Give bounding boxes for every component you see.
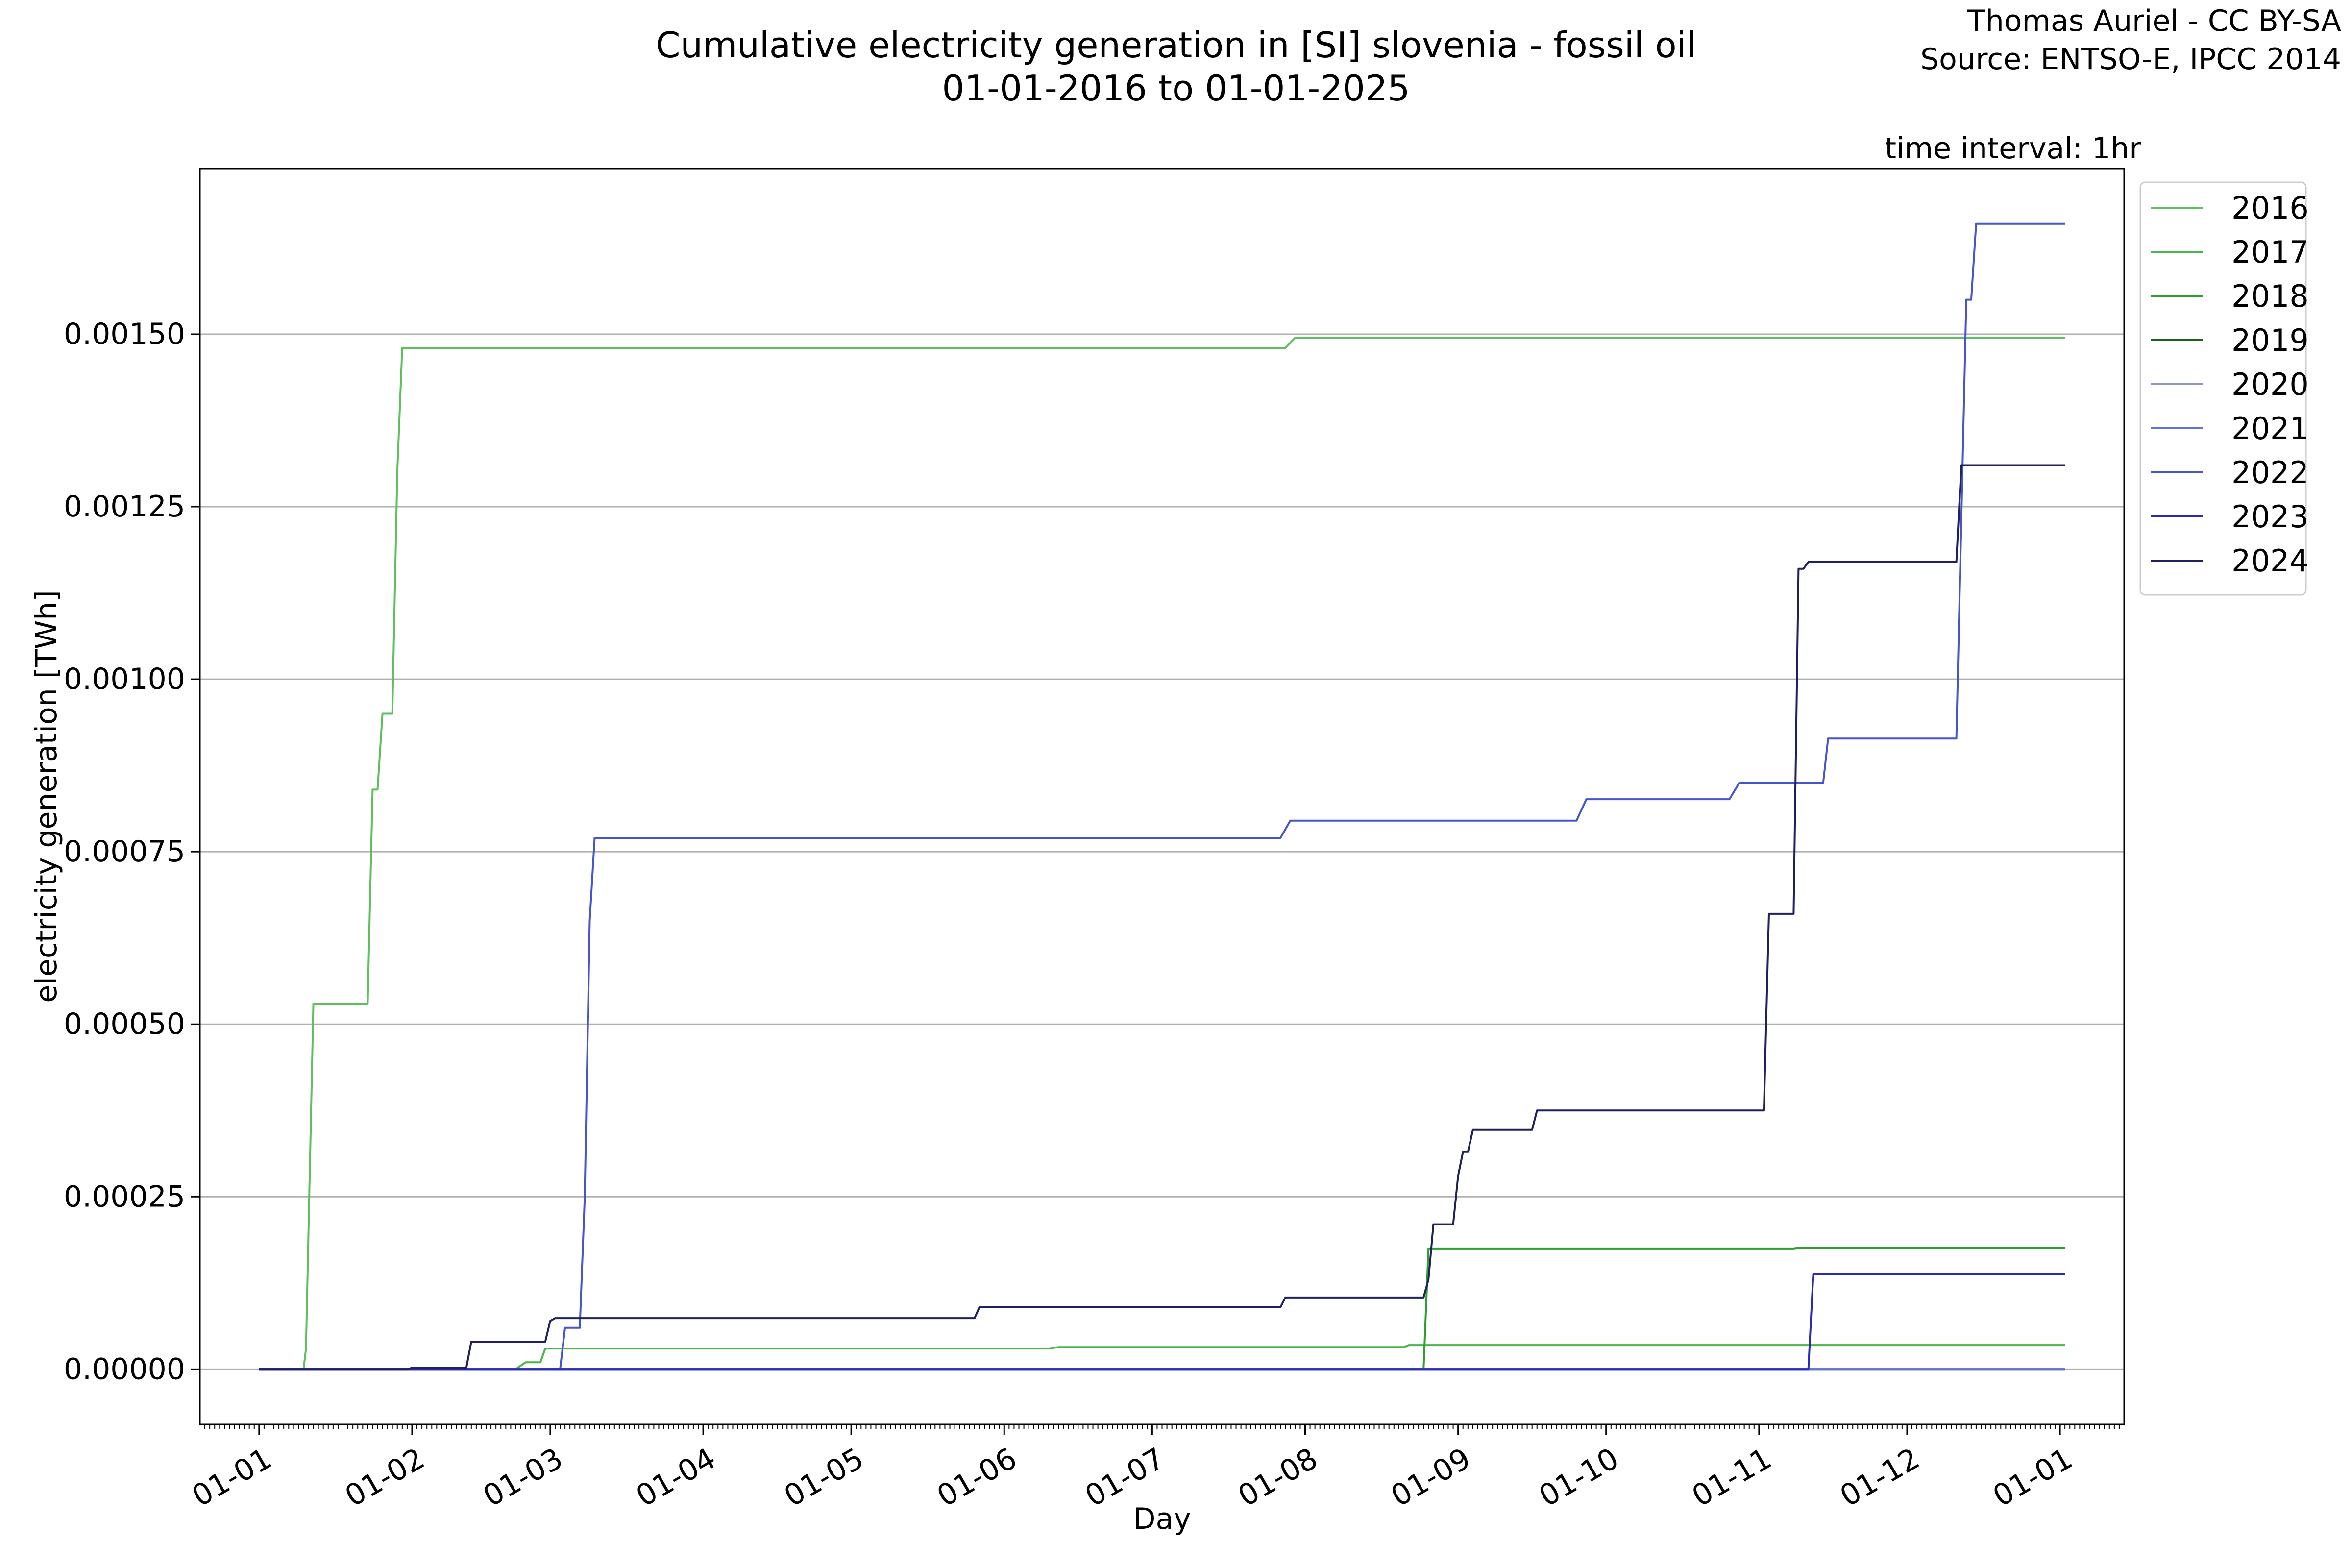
chart-title: Cumulative electricity generation in [SI… <box>0 24 2352 110</box>
credit-source: Source: ENTSO-E, IPCC 2014 <box>1920 42 2341 76</box>
y-axis-ticks: 0.00000 0.00025 0.00050 0.00075 0.00100 0.001… <box>64 317 200 1386</box>
y-tick-label: 0.00125 <box>64 490 185 524</box>
series-line-2017 <box>259 1344 2065 1371</box>
legend-label: 2016 <box>2231 190 2309 226</box>
x-tick-label: 01-05 <box>779 1441 870 1514</box>
legend-label: 2022 <box>2231 455 2309 490</box>
x-tick-label: 01-06 <box>931 1441 1023 1514</box>
series-lines <box>259 222 2065 1371</box>
chart-title-line2: 01-01-2016 to 01-01-2025 <box>942 68 1410 109</box>
y-tick-label: 0.00100 <box>64 662 185 696</box>
y-tick-label: 0.00150 <box>64 317 185 351</box>
x-tick-label: 01-01 <box>1987 1441 2079 1514</box>
legend-label: 2023 <box>2231 499 2309 535</box>
credit-block: Thomas Auriel - CC BY-SA Source: ENTSO-E… <box>1920 2 2341 78</box>
x-tick-label: 01-03 <box>477 1441 568 1514</box>
chart-title-line1: Cumulative electricity generation in [SI… <box>656 24 1696 66</box>
credit-author: Thomas Auriel - CC BY-SA <box>1967 4 2341 38</box>
series-line-2016 <box>259 337 2065 1371</box>
legend-box <box>2139 181 2307 596</box>
legend-label: 2019 <box>2231 322 2309 358</box>
x-tick-label: 01-04 <box>631 1441 722 1514</box>
x-tick-label: 01-10 <box>1533 1441 1624 1514</box>
legend-label: 2017 <box>2231 234 2309 270</box>
grid-lines <box>200 333 2124 1370</box>
series-line-2022 <box>259 222 2065 1371</box>
plot-frame <box>199 168 2125 1425</box>
time-interval-label: time interval: 1hr <box>1885 131 2141 166</box>
series-line-2023 <box>259 1273 2065 1371</box>
y-tick-label: 0.00075 <box>64 834 185 869</box>
x-tick-label: 01-11 <box>1686 1441 1777 1514</box>
x-axis-label: Day <box>1133 1502 1191 1536</box>
x-tick-label: 01-12 <box>1834 1441 1925 1514</box>
legend-label: 2018 <box>2231 278 2309 314</box>
y-tick-label: 0.00000 <box>64 1352 185 1386</box>
y-tick-label: 0.00025 <box>64 1179 185 1214</box>
x-axis-ticks: 01-01 01-02 01-03 01-04 01-05 01-06 01-07 01-08… <box>186 1424 2120 1514</box>
series-line-2018 <box>259 1247 2065 1371</box>
legend-label: 2021 <box>2231 411 2309 446</box>
y-tick-label: 0.00050 <box>64 1007 185 1041</box>
y-axis-label: electricity generation [TWh] <box>29 590 64 1003</box>
legend-label: 2020 <box>2231 367 2309 402</box>
legend-label: 2024 <box>2231 543 2309 579</box>
x-tick-label: 01-01 <box>186 1441 277 1514</box>
x-tick-label: 01-08 <box>1232 1441 1323 1514</box>
x-tick-label: 01-09 <box>1385 1441 1476 1514</box>
legend: 2016 2017 2018 2019 2020 2021 2022 2023 2024 <box>2139 181 2309 596</box>
x-tick-label: 01-02 <box>339 1441 430 1514</box>
series-line-2024 <box>259 464 2065 1371</box>
